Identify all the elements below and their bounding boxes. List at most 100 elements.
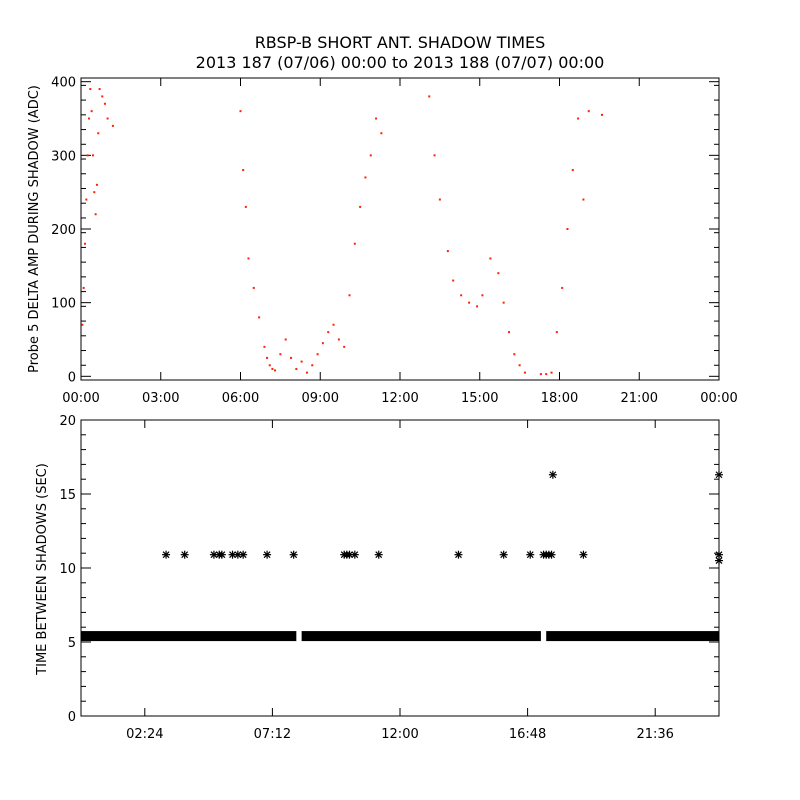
top-x-tick-label: 09:00	[302, 391, 339, 406]
data-point	[548, 470, 557, 479]
data-point	[587, 110, 590, 113]
top-y-tick-label: 0	[68, 370, 76, 385]
data-point	[452, 279, 455, 282]
data-point	[715, 556, 723, 565]
data-point	[284, 338, 287, 341]
baseline-points-band	[301, 631, 541, 642]
data-point	[279, 353, 282, 356]
bottom-x-tick-label: 02:24	[126, 727, 163, 742]
data-point	[359, 205, 362, 208]
data-point	[566, 228, 569, 230]
data-point	[252, 286, 255, 289]
top-y-tick-label: 100	[51, 297, 76, 312]
top-y-tick-label: 300	[51, 149, 76, 164]
data-point	[513, 353, 516, 356]
data-point	[239, 550, 248, 559]
data-point	[433, 154, 436, 157]
data-point	[489, 257, 492, 260]
data-point	[571, 169, 574, 172]
data-point	[300, 360, 303, 363]
data-point	[290, 356, 293, 359]
data-point	[91, 154, 94, 157]
data-point	[263, 550, 272, 559]
data-point	[327, 331, 330, 334]
data-point	[353, 242, 356, 245]
data-point	[263, 345, 266, 348]
data-point	[547, 550, 556, 559]
chart-title-line1: RBSP-B SHORT ANT. SHADOW TIMES	[255, 33, 546, 52]
data-point	[103, 102, 106, 105]
data-point	[460, 294, 463, 297]
bottom-y-tick-label: 10	[59, 562, 76, 577]
data-point	[289, 550, 298, 559]
baseline-points-band	[81, 631, 297, 642]
bottom-y-tick-label: 15	[59, 488, 76, 503]
data-point	[295, 367, 298, 370]
data-point	[577, 117, 580, 120]
data-point	[350, 550, 359, 559]
bottom-x-tick-label: 16:48	[509, 727, 546, 742]
data-point	[101, 95, 104, 98]
data-point	[106, 117, 109, 120]
data-point	[87, 117, 90, 120]
data-point	[258, 316, 261, 319]
bottom-y-tick-label: 5	[68, 636, 76, 651]
data-point	[550, 371, 553, 374]
data-point	[83, 242, 86, 245]
data-point	[343, 345, 346, 348]
data-point	[337, 338, 340, 341]
top-x-tick-label: 15:00	[461, 391, 498, 406]
data-point	[518, 364, 521, 367]
data-point	[98, 88, 101, 91]
data-point	[89, 88, 92, 91]
data-point	[561, 286, 564, 289]
top-x-tick-label: 00:00	[700, 391, 737, 406]
top-y-axis-label: Probe 5 DELTA AMP DURING SHADOW (ADC)	[27, 85, 42, 373]
data-point	[180, 550, 189, 559]
chart-title-line2: 2013 187 (07/06) 00:00 to 2013 188 (07/0…	[196, 53, 605, 72]
data-point	[95, 183, 98, 186]
bottom-x-tick-label: 12:00	[381, 727, 418, 742]
bottom-panel: 02:24 07:12 12:00 16:48 21:36 0 5 10 15 20 TIME B…	[35, 414, 723, 742]
top-panel: 00:00 03:00 06:00 09:00 12:00 15:00 18:00 21:00…	[27, 76, 738, 406]
data-point	[502, 301, 505, 304]
data-point	[481, 294, 484, 297]
data-point	[271, 367, 274, 370]
data-point	[499, 550, 508, 559]
top-y-tick-label: 200	[51, 223, 76, 238]
data-point	[523, 371, 526, 374]
data-point	[526, 550, 535, 559]
data-point	[82, 286, 85, 289]
data-point	[545, 373, 548, 376]
data-point	[715, 470, 723, 479]
data-point	[374, 550, 383, 559]
data-point	[239, 110, 242, 113]
data-point	[242, 169, 245, 172]
data-point	[81, 323, 84, 326]
data-point	[85, 198, 88, 201]
data-point	[348, 294, 351, 297]
data-point	[555, 331, 558, 334]
top-x-tick-label: 03:00	[142, 391, 179, 406]
data-point	[345, 550, 354, 559]
data-point	[454, 550, 463, 559]
data-point	[90, 110, 93, 113]
bottom-y-axis-label: TIME BETWEEN SHADOWS (SEC)	[35, 463, 50, 676]
data-point	[438, 198, 441, 201]
data-point	[601, 113, 604, 116]
data-point	[321, 342, 324, 345]
data-point	[268, 364, 271, 367]
top-x-tick-label: 18:00	[541, 391, 578, 406]
data-point	[446, 250, 449, 253]
data-point	[375, 117, 378, 120]
data-point	[428, 95, 431, 98]
data-point	[94, 213, 97, 216]
data-point	[369, 154, 372, 157]
top-x-tick-label: 00:00	[62, 391, 99, 406]
data-point	[162, 550, 171, 559]
top-y-tick-label: 400	[51, 76, 76, 91]
top-x-tick-label: 12:00	[381, 391, 418, 406]
data-point	[507, 331, 510, 334]
data-point	[274, 369, 277, 372]
